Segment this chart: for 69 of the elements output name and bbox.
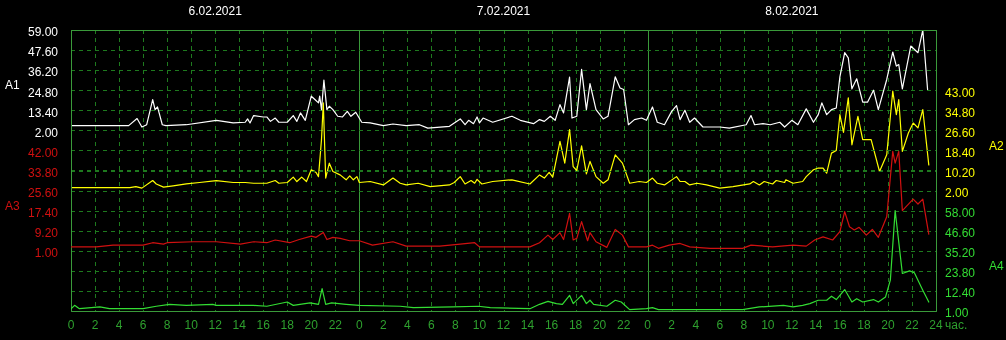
y2-tick-label: 34.80 <box>945 105 976 120</box>
y2-tick-label: 18.40 <box>945 145 976 160</box>
y-tick-label: 24.80 <box>27 85 59 100</box>
x-tick-label: 20 <box>304 318 319 333</box>
y2-tick-label: 23.80 <box>945 266 976 281</box>
x-tick-label: 0 <box>644 318 652 333</box>
x-tick-label: 16 <box>833 318 847 333</box>
x-tick-label: 6 <box>716 318 724 333</box>
x-tick-label: 12 <box>785 318 799 333</box>
x-tick-label: 6 <box>139 318 147 333</box>
x-tick-label: 14 <box>232 318 247 333</box>
x-tick-label: 2 <box>91 318 99 333</box>
x-tick-label: 16 <box>544 318 559 333</box>
x-tick-label: 10 <box>472 318 487 333</box>
y2-axis-title: A4 <box>989 259 1004 274</box>
y2-tick-label: 12.40 <box>945 286 976 301</box>
x-tick-label: 18 <box>568 318 583 333</box>
y-axis-title: A3 <box>5 198 20 213</box>
x-tick-label: 2 <box>668 318 676 333</box>
x-tick-label: 12 <box>496 318 511 333</box>
x2-tick-label: 8.02.2021 <box>765 4 819 19</box>
x-tick-label: 10 <box>761 318 775 333</box>
y-tick-label: 47.60 <box>27 45 59 60</box>
x-tick-label: 24 <box>929 318 943 333</box>
y-tick-label: 13.40 <box>27 105 59 120</box>
x-tick-label: 20 <box>881 318 895 333</box>
y-axis-title: A1 <box>5 78 20 93</box>
x-axis-title: час. <box>945 318 968 333</box>
x-tick-label: 2 <box>380 318 388 333</box>
x-tick-label: 8 <box>452 318 460 333</box>
x-tick-label: 18 <box>280 318 295 333</box>
x-tick-label: 14 <box>809 318 823 333</box>
x2-tick-label: 6.02.2021 <box>188 4 243 19</box>
x-tick-label: 14 <box>520 318 535 333</box>
y2-tick-label: 26.60 <box>945 125 976 140</box>
x-tick-label: 16 <box>256 318 271 333</box>
x-tick-label: 0 <box>355 318 363 333</box>
x-tick-label: 6 <box>428 318 436 333</box>
x-tick-label: 22 <box>328 318 343 333</box>
x-tick-label: 18 <box>857 318 871 333</box>
x-tick-label: 12 <box>208 318 223 333</box>
x-tick-label: 4 <box>404 318 412 333</box>
x-tick-label: 8 <box>740 318 748 333</box>
y-tick-label: 1.00 <box>34 246 59 261</box>
x-tick-label: 10 <box>184 318 199 333</box>
y2-tick-label: 46.60 <box>945 226 976 241</box>
y-tick-label: 33.80 <box>27 165 59 180</box>
x-tick-label: 22 <box>616 318 631 333</box>
x-tick-label: 4 <box>692 318 700 333</box>
x-tick-label: 4 <box>115 318 123 333</box>
x2-tick-label: 7.02.2021 <box>476 4 531 19</box>
y2-tick-label: 35.20 <box>945 246 976 261</box>
y2-axis-title: A2 <box>989 138 1004 153</box>
y2-tick-label: 2.00 <box>945 185 969 200</box>
y-tick-label: 59.00 <box>27 25 59 40</box>
y-tick-label: 36.20 <box>27 65 59 80</box>
y2-tick-label: 10.20 <box>945 165 976 180</box>
y-tick-label: 25.60 <box>27 185 59 200</box>
y-tick-label: 42.00 <box>27 145 59 160</box>
x-tick-label: 22 <box>905 318 919 333</box>
y2-tick-label: 1.00 <box>945 306 969 321</box>
y2-tick-label: 58.00 <box>945 205 976 220</box>
y2-tick-label: 43.00 <box>945 85 976 100</box>
x-tick-label: 0 <box>67 318 75 333</box>
y-tick-label: 17.40 <box>27 205 59 220</box>
y-tick-label: 9.20 <box>34 226 59 241</box>
x-tick-label: 20 <box>592 318 607 333</box>
y-tick-label: 2.00 <box>34 125 59 140</box>
x-tick-label: 8 <box>163 318 171 333</box>
